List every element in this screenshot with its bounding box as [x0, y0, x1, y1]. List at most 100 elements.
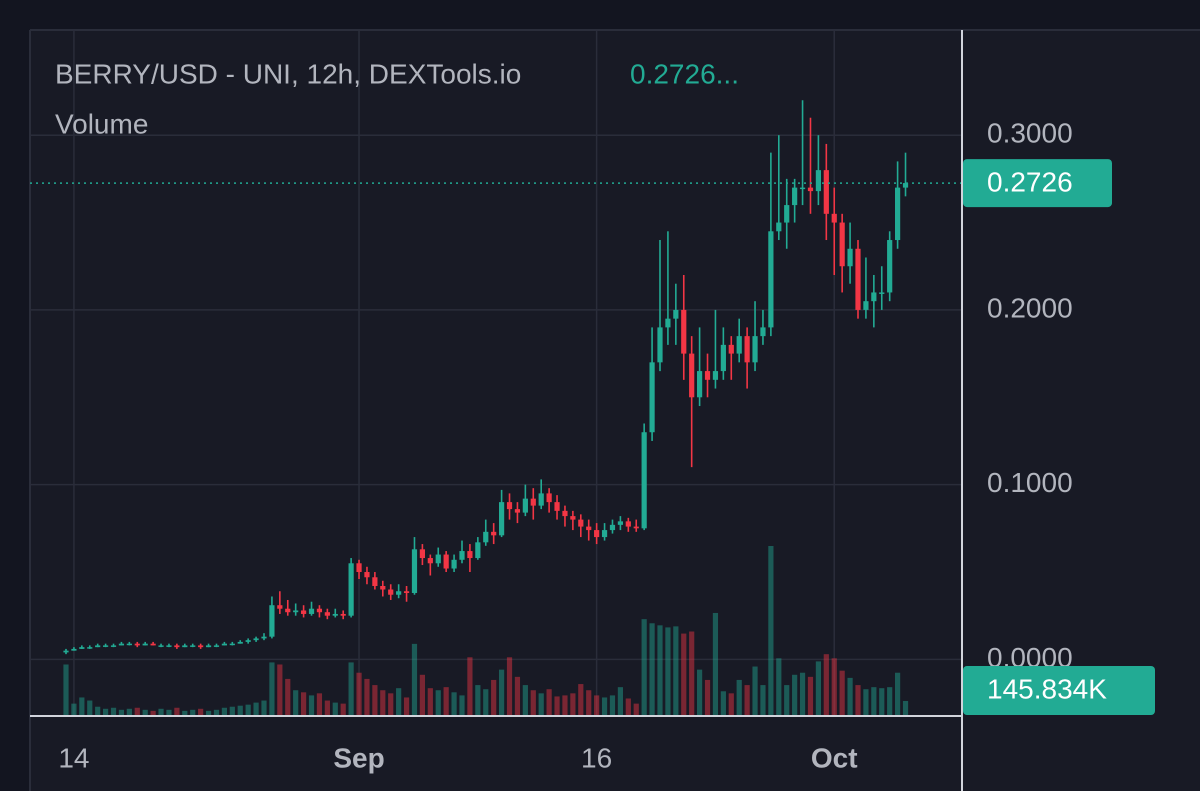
volume-bar: [506, 657, 513, 716]
volume-bar: [538, 693, 544, 716]
candle-body: [110, 645, 117, 647]
candle-body: [142, 643, 148, 646]
volume-bar: [245, 704, 251, 716]
volume-bar: [205, 710, 212, 716]
candle-body: [641, 432, 647, 529]
volume-bar: [95, 706, 101, 716]
volume-bar: [435, 690, 441, 716]
candle-body: [182, 645, 188, 648]
x-tick-label: Sep: [333, 742, 384, 773]
volume-bar: [229, 706, 235, 716]
volume-bar: [190, 709, 196, 716]
volume-bar: [174, 707, 180, 716]
volume-bar: [63, 664, 69, 716]
last-volume-label: 145.834K: [987, 673, 1107, 704]
candle-body: [103, 645, 109, 647]
candle-body: [839, 222, 845, 267]
candle-body: [483, 531, 489, 543]
candle-body: [887, 240, 893, 293]
volume-bar: [681, 633, 687, 716]
volume-bar: [807, 676, 814, 716]
candle-body: [633, 526, 639, 529]
volume-bar: [728, 693, 734, 716]
candle-body: [807, 187, 814, 192]
candle-body: [673, 309, 679, 319]
volume-bar: [839, 670, 845, 716]
candle-body: [657, 327, 663, 363]
candle-body: [118, 643, 125, 646]
volume-bar: [562, 695, 568, 716]
candle-body: [459, 551, 465, 560]
candle-body: [744, 336, 750, 363]
volume-bar: [324, 700, 330, 716]
candle-body: [617, 521, 623, 525]
volume-bar: [332, 702, 338, 716]
candle-body: [499, 502, 505, 536]
candle-body: [871, 292, 877, 302]
candle-body: [308, 608, 315, 614]
subtitle: Volume: [55, 108, 148, 139]
volume-bar: [546, 689, 552, 716]
candle-body: [126, 643, 132, 646]
candle-body: [221, 643, 227, 646]
candle-body: [301, 610, 307, 614]
volume-bar: [855, 685, 861, 716]
volume-bar: [712, 612, 719, 716]
volume-bar: [768, 546, 774, 716]
candle-body: [594, 530, 600, 538]
volume-bar: [871, 687, 877, 716]
volume-bar: [87, 700, 93, 716]
volume-bar: [269, 662, 275, 716]
volume-bar: [388, 693, 394, 716]
candle-body: [411, 549, 418, 593]
candle-body: [736, 336, 742, 354]
candle-layer: [63, 100, 909, 655]
candle-body: [174, 645, 180, 648]
volume-bar: [895, 672, 901, 716]
candle-body: [475, 542, 481, 559]
volume-bar: [752, 666, 758, 716]
volume-bar: [831, 658, 837, 716]
volume-bar: [364, 678, 370, 716]
volume-bar: [847, 677, 853, 716]
volume-bar: [150, 710, 156, 716]
candle-body: [285, 608, 291, 613]
candle-body: [443, 554, 449, 569]
volume-bar: [887, 687, 893, 716]
volume-bar: [601, 697, 608, 716]
volume-bar: [411, 643, 418, 716]
volume-bar: [126, 708, 132, 716]
candle-body: [324, 612, 330, 616]
volume-bar: [784, 685, 790, 716]
candle-body: [506, 502, 513, 510]
volume-bar: [261, 700, 267, 716]
volume-bar: [158, 708, 164, 716]
candle-body: [530, 498, 536, 506]
candle-body: [538, 493, 544, 506]
volume-bar: [443, 687, 449, 716]
chart-panel: [30, 30, 1200, 791]
volume-bar: [792, 674, 798, 716]
candle-body: [261, 636, 267, 639]
volume-bar: [491, 679, 497, 716]
volume-bar: [879, 688, 885, 716]
volume-bar: [617, 687, 623, 716]
candle-body: [514, 509, 521, 513]
volume-bar: [815, 661, 821, 716]
candle-body: [704, 371, 711, 380]
volume-bar: [198, 708, 204, 716]
candle-body: [63, 650, 69, 653]
volume-bar: [301, 692, 307, 716]
candle-body: [902, 183, 909, 188]
y-tick-label: 0.1000: [987, 467, 1073, 498]
candle-body: [562, 510, 568, 517]
candle-body: [491, 531, 497, 536]
candle-body: [87, 647, 93, 649]
volume-bar: [427, 688, 433, 716]
candle-body: [609, 524, 616, 531]
candle-body: [760, 327, 766, 337]
volume-bar: [633, 703, 639, 716]
candle-body: [364, 572, 370, 578]
candle-body: [198, 645, 204, 648]
volume-bar: [570, 693, 576, 716]
